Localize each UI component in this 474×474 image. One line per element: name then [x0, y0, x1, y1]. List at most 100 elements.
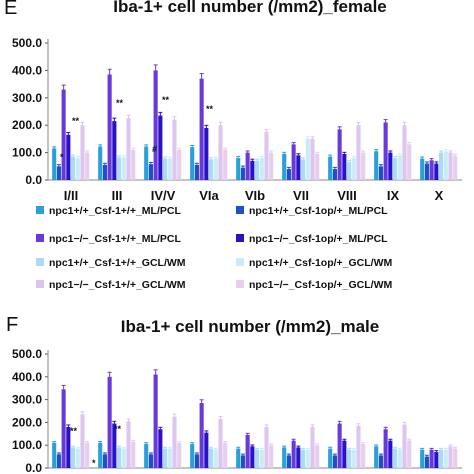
- panel-f-bar: [218, 418, 223, 468]
- panel-e-bar: [255, 160, 260, 180]
- panel-e-y-tick-label: 300.0: [12, 91, 42, 105]
- legend-label: npc1−/−_Csf-1+/+_ML/PCL: [49, 233, 181, 245]
- panel-f-bar: [388, 440, 393, 468]
- panel-e-bar: [102, 164, 107, 180]
- panel-f-bar: [98, 442, 103, 468]
- panel-e-bar: [107, 74, 112, 180]
- panel-f-bar: [328, 448, 333, 468]
- panel-e-x-tick-label: X: [435, 188, 444, 203]
- panel-f-bar: [121, 448, 126, 468]
- panel-e-bar: [80, 125, 85, 180]
- panel-e-bar: [282, 153, 287, 180]
- panel-e-bar: [332, 169, 337, 180]
- panel-f-letter: F: [6, 314, 18, 336]
- panel-f-bar: [347, 449, 352, 468]
- panel-f-bar: [172, 416, 177, 468]
- panel-e-bar: [328, 156, 333, 180]
- panel-e-bar: [209, 159, 214, 180]
- panel-e-bar: [194, 164, 199, 180]
- panel-f-y-tick-label: 400.0: [12, 370, 42, 384]
- panel-e-bar: [158, 115, 163, 180]
- panel-f-bar: [429, 449, 434, 468]
- panel-f-bar: [374, 446, 379, 468]
- panel-e-bar: [177, 149, 182, 180]
- panel-f-bar: [153, 374, 158, 468]
- panel-f-y-tick-label: 100.0: [12, 438, 42, 452]
- panel-e-bar: [112, 121, 117, 180]
- legend-swatch: [236, 280, 244, 288]
- panel-f-bar: [296, 447, 301, 468]
- panel-f-bar: [291, 440, 296, 468]
- panel-f-bar: [356, 425, 361, 468]
- panel-f-bar: [332, 455, 337, 468]
- panel-e-bar: [71, 156, 76, 180]
- panel-f-bar: [305, 449, 310, 468]
- panel-f-bar: [177, 442, 182, 468]
- panel-e-bar: [61, 89, 66, 180]
- panel-e-bar: [448, 152, 453, 180]
- panel-e-bar: [301, 159, 306, 180]
- panel-f-bar: [102, 454, 107, 468]
- panel-e-x-tick-label: IV/V: [151, 188, 176, 203]
- panel-e-bar: [190, 147, 195, 180]
- legend-label: npc1+/+_Csf-1+/+_GCL/WM: [49, 257, 186, 269]
- panel-f-bar: [282, 447, 287, 468]
- panel-e-significance-marker: #: [152, 144, 157, 154]
- panel-e-bar: [259, 158, 264, 180]
- panel-e-bar: [342, 153, 347, 180]
- legend-label: npc1+/+_Csf-1+/+_ML/PCL: [49, 205, 181, 217]
- panel-e-bar: [443, 151, 448, 180]
- panel-f-bar: [80, 414, 85, 468]
- panel-e-bar: [315, 153, 320, 180]
- panel-e-y-tick-label: 200.0: [12, 118, 42, 132]
- panel-f-bar: [439, 449, 444, 468]
- legend-label: npc1−/−_Csf-1op/+_GCL/WM: [249, 279, 392, 291]
- legend-label: npc1+/+_Csf-1op/+_GCL/WM: [249, 257, 392, 269]
- panel-e-x-tick-label: I/II: [64, 188, 78, 203]
- panel-f-bar: [245, 434, 250, 468]
- panel-f-bar: [448, 446, 453, 468]
- panel-f-bar: [199, 403, 204, 468]
- panel-e-bar: [291, 144, 296, 180]
- panel-f-bar: [190, 444, 195, 468]
- panel-f-bar: [255, 449, 260, 468]
- panel-f-bar: [269, 445, 274, 468]
- legend-swatch: [36, 206, 44, 214]
- panel-e-bar: [439, 152, 444, 180]
- panel-e-bar: [351, 158, 356, 180]
- legend-swatch: [236, 234, 244, 242]
- panel-e-bar: [269, 152, 274, 180]
- panel-f-bar: [259, 449, 264, 468]
- panel-e-bar: [117, 157, 122, 180]
- panel-f-bar: [204, 432, 209, 468]
- panel-f-significance-marker: *: [92, 458, 96, 468]
- legend-label: npc1−/−_Csf-1op/+_ML/PCL: [249, 233, 388, 245]
- panel-e-bar: [218, 125, 223, 180]
- panel-e-plot: 0.0 100.0 200.0 300.0 400.0 500.0 I/II III IV/V V…: [12, 36, 462, 203]
- panel-f-bar: [361, 444, 366, 468]
- panel-f-bar: [286, 455, 291, 468]
- panel-f-bar: [434, 452, 439, 468]
- panel-f-bar: [301, 449, 306, 468]
- panel-f-y-tick-label: 300.0: [12, 393, 42, 407]
- legend-label: npc1−/−_Csf-1+/+_GCL/WM: [49, 279, 186, 291]
- panel-e-bar: [245, 152, 250, 180]
- panel-e-x-tick-label: III: [112, 188, 123, 203]
- panel-e-bar: [167, 158, 172, 180]
- panel-f-significance-marker: **: [114, 424, 122, 434]
- panel-f-bar: [264, 426, 269, 468]
- panel-e-bar: [337, 129, 342, 180]
- panel-f-bar: [337, 423, 342, 468]
- panel-f-bar: [209, 448, 214, 468]
- panel-e-y-tick-label: 500.0: [12, 36, 42, 50]
- panel-e-bar: [172, 119, 177, 180]
- panel-e-x-tick-label: IX: [387, 188, 400, 203]
- legend-swatch: [36, 258, 44, 266]
- legend-label: npc1+/+_Csf-1op/+_ML/PCL: [249, 205, 388, 217]
- panel-e-bar: [305, 138, 310, 180]
- panel-f-bar: [56, 454, 61, 468]
- panel-e-bar: [264, 132, 269, 180]
- panel-f-bar: [75, 448, 80, 468]
- panel-e-bar: [310, 138, 315, 180]
